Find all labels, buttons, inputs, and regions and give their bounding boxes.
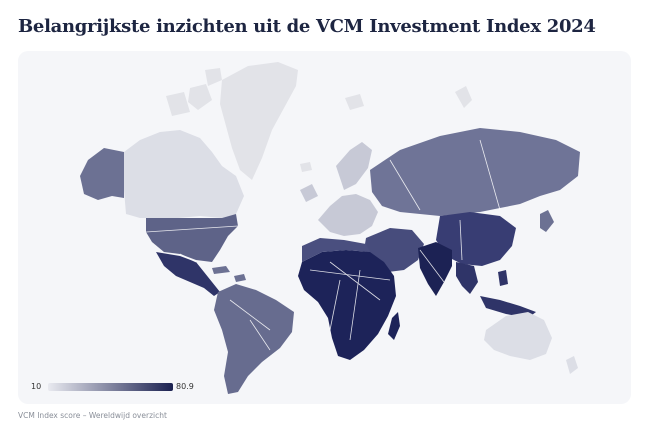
country-china[interactable] xyxy=(436,212,516,266)
country-mexico[interactable] xyxy=(156,252,220,296)
country-canada[interactable] xyxy=(124,130,244,218)
country-india[interactable] xyxy=(418,242,452,296)
country-russia[interactable] xyxy=(370,128,580,216)
caribbean-region[interactable] xyxy=(212,266,246,282)
legend-color-scale xyxy=(48,383,173,391)
region-africa[interactable] xyxy=(298,250,396,360)
country-australia[interactable] xyxy=(484,312,578,374)
region-south-america[interactable] xyxy=(214,284,294,394)
map-caption: VCM Index score – Wereldwijd overzicht xyxy=(18,411,167,420)
greenland-region[interactable] xyxy=(166,62,472,180)
region-north-africa[interactable] xyxy=(302,238,370,262)
legend-min-label: 10 xyxy=(31,382,42,391)
country-madagascar[interactable] xyxy=(388,312,400,340)
country-japan[interactable] xyxy=(540,210,554,232)
country-usa[interactable] xyxy=(146,214,238,262)
country-alaska[interactable] xyxy=(80,148,124,200)
legend-max-label: 80.9 xyxy=(176,382,194,391)
region-europe[interactable] xyxy=(300,142,378,236)
region-southeast-asia[interactable] xyxy=(456,262,536,318)
world-map-card xyxy=(18,51,631,404)
page-title: Belangrijkste inzichten uit de VCM Inves… xyxy=(18,16,596,37)
world-map xyxy=(80,62,580,394)
country-borders xyxy=(145,139,501,351)
